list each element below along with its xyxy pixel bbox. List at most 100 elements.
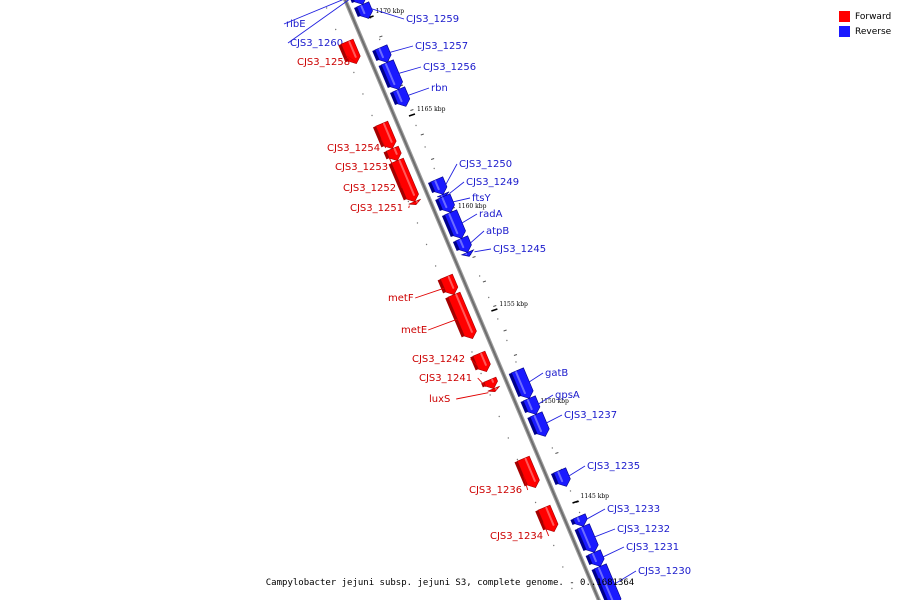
gene-arrow-highlight bbox=[393, 147, 398, 155]
gene-arrow-side bbox=[508, 372, 522, 398]
gene-CJS3_1257: CJS3_1257 bbox=[372, 41, 468, 63]
track-dot bbox=[507, 437, 510, 439]
track-dot bbox=[497, 318, 499, 320]
gene-CJS3_1234: CJS3_1234 bbox=[490, 504, 559, 542]
gene-CJS3_1253: CJS3_1253 bbox=[335, 145, 402, 173]
gene-arrow bbox=[385, 145, 402, 162]
gene-leader-line bbox=[587, 508, 606, 520]
gene-arrow-highlight bbox=[576, 517, 581, 523]
gene-arrow-side bbox=[585, 554, 593, 566]
track-dot bbox=[371, 114, 373, 117]
gene-label: CJS3_1252 bbox=[343, 183, 396, 194]
gene-arrow-side bbox=[550, 472, 559, 486]
legend-forward-label: Forward bbox=[855, 11, 892, 22]
gene-CJS3_1251: CJS3_1251 bbox=[350, 198, 421, 214]
major-tick bbox=[408, 113, 416, 117]
gene-label: CJS3_1254 bbox=[327, 143, 380, 154]
tick-label: 1145 kbp bbox=[581, 493, 610, 500]
gene-arrow-side bbox=[484, 391, 488, 393]
tick-label: 1170 kbp bbox=[376, 8, 405, 15]
gene-leader-line bbox=[345, 54, 356, 63]
gene-leader-line bbox=[287, 0, 350, 44]
gene-leader-line bbox=[523, 475, 529, 491]
track-dot bbox=[488, 296, 490, 299]
gene-arrow-highlight bbox=[348, 40, 357, 58]
track-dot bbox=[516, 458, 519, 461]
gene-leader-line bbox=[477, 377, 487, 387]
gene-arrow-side bbox=[435, 198, 443, 212]
track-dot bbox=[353, 71, 355, 74]
gene-gpsA: gpsA bbox=[520, 390, 580, 415]
gene-arrow-side bbox=[378, 64, 391, 89]
gene-atpB: atpB bbox=[452, 226, 509, 253]
gene-arrow-highlight bbox=[533, 415, 542, 433]
gene-label: CJS3_1235 bbox=[587, 461, 640, 472]
gene-gatB: gatB bbox=[508, 367, 568, 399]
gene-leader-line bbox=[456, 392, 489, 400]
gene-arrow-highlight bbox=[396, 90, 403, 103]
gene-leader-line bbox=[603, 546, 625, 558]
track-dot bbox=[362, 93, 364, 95]
minor-tick bbox=[493, 305, 497, 307]
gene-arrow bbox=[408, 198, 421, 205]
gene-leader-line bbox=[283, 0, 344, 25]
gene-rbn: rbn bbox=[389, 83, 448, 107]
track-dot bbox=[425, 243, 428, 246]
gene-label: rbn bbox=[431, 83, 448, 94]
gene-arrow-highlight bbox=[459, 239, 465, 249]
gene-arrow-side bbox=[383, 151, 390, 160]
gene-CJS3_1259: CJS3_1259 bbox=[354, 1, 459, 25]
gene-CJS3_1256: CJS3_1256 bbox=[378, 59, 476, 90]
track-dot bbox=[416, 222, 419, 224]
gene-CJS3_1250: CJS3_1250 bbox=[428, 159, 512, 195]
track-dot bbox=[433, 167, 435, 170]
gene-CJS3_1235: CJS3_1235 bbox=[550, 461, 640, 487]
gene-CJS3_1233: CJS3_1233 bbox=[570, 504, 660, 527]
gene-CJS3_1232: CJS3_1232 bbox=[574, 523, 670, 553]
gene-label: CJS3_1242 bbox=[412, 354, 465, 365]
gene-arrow-side bbox=[338, 44, 349, 63]
track-dot bbox=[578, 511, 581, 514]
minor-tick bbox=[472, 256, 476, 258]
gene-leader-line bbox=[470, 230, 485, 244]
gene-label: ribE bbox=[286, 19, 306, 30]
track-dot bbox=[571, 587, 573, 590]
gene-arrow-highlight bbox=[515, 371, 526, 395]
gene-label: CJS3_1233 bbox=[607, 504, 660, 515]
gene-arrow bbox=[487, 385, 500, 392]
gene-label: CJS3_1260 bbox=[290, 38, 343, 49]
gene-arrow-side bbox=[591, 568, 608, 600]
gene-leader-line bbox=[408, 205, 410, 209]
track-dot bbox=[334, 28, 337, 31]
gene-leader-line bbox=[568, 465, 586, 477]
major-tick bbox=[491, 308, 498, 312]
gene-label: CJS3_1236 bbox=[469, 485, 522, 496]
gene-CJS3_1230: CJS3_1230 bbox=[591, 563, 691, 600]
track-dot bbox=[569, 490, 572, 492]
track-dot bbox=[471, 351, 473, 353]
track-dot bbox=[515, 361, 517, 363]
gene-arrow-side bbox=[527, 416, 538, 436]
tick-label: 1160 kbp bbox=[458, 203, 487, 210]
gene-arrow-side bbox=[434, 196, 438, 199]
gene-leader-line bbox=[398, 66, 422, 74]
gene-arrow-highlight bbox=[580, 527, 592, 549]
gene-luxS: luxS bbox=[429, 385, 500, 405]
gene-label: metE bbox=[401, 325, 427, 336]
minor-tick bbox=[410, 109, 414, 111]
track-dot bbox=[434, 265, 437, 267]
track-dot bbox=[551, 447, 554, 449]
forward-swatch bbox=[839, 11, 850, 22]
gene-arrow-side bbox=[520, 400, 528, 414]
track-dot bbox=[325, 7, 328, 9]
gene-label: luxS bbox=[429, 394, 450, 405]
gene-label: CJS3_1259 bbox=[406, 14, 459, 25]
track-dot bbox=[480, 372, 482, 375]
minor-tick bbox=[513, 354, 518, 356]
gene-arrow-highlight bbox=[448, 213, 459, 235]
gene-arrow-side bbox=[437, 279, 446, 294]
gene-label: CJS3_1232 bbox=[617, 524, 670, 535]
tick-label: 1155 kbp bbox=[499, 301, 528, 308]
gene-label: CJS3_1241 bbox=[419, 373, 472, 384]
gene-leader-line bbox=[453, 197, 471, 203]
